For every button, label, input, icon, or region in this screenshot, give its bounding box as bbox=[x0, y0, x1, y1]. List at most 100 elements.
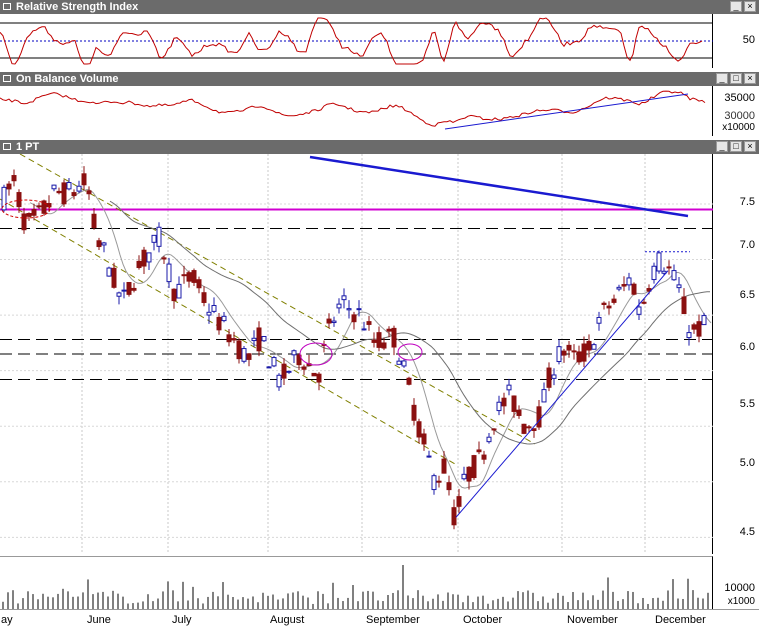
candle-body bbox=[376, 332, 382, 348]
x-axis bbox=[0, 609, 759, 629]
candle-body bbox=[26, 213, 32, 217]
candle-body bbox=[11, 175, 17, 182]
obv-maximize-button[interactable]: □ bbox=[730, 73, 742, 84]
candle-body bbox=[526, 426, 532, 429]
candle-body bbox=[231, 338, 237, 341]
obv-title: On Balance Volume bbox=[16, 73, 119, 85]
rsi-y-axis: 50 bbox=[713, 14, 759, 68]
candle-body bbox=[356, 308, 362, 311]
candle-body bbox=[66, 182, 72, 190]
candle-body bbox=[506, 384, 512, 391]
candle-body bbox=[611, 298, 617, 303]
candle-body bbox=[121, 289, 127, 292]
uptrend-line bbox=[455, 270, 669, 518]
candle-body bbox=[586, 340, 592, 351]
price-plot[interactable] bbox=[0, 154, 713, 554]
rsi-title: Relative Strength Index bbox=[16, 1, 139, 13]
rsi-panel-title[interactable]: Relative Strength Index _ × bbox=[0, 0, 759, 14]
obv-y-axis: 35000 30000 x10000 bbox=[713, 86, 759, 136]
candle-body bbox=[701, 315, 707, 326]
candle-body bbox=[246, 353, 252, 360]
candle-body bbox=[671, 270, 677, 281]
month-label-december: December bbox=[655, 614, 706, 626]
highlight-ellipse bbox=[1, 199, 51, 219]
obv-close-button[interactable]: × bbox=[744, 73, 756, 84]
obv-trendline bbox=[444, 93, 689, 130]
month-label-august: August bbox=[270, 614, 305, 626]
candle-body bbox=[266, 366, 272, 369]
candle-body bbox=[331, 320, 337, 324]
rsi-close-button[interactable]: × bbox=[744, 1, 756, 12]
candle-body bbox=[41, 200, 47, 214]
candle-body bbox=[186, 272, 192, 282]
candle-body bbox=[136, 260, 142, 269]
price-ylabel-4.5: 4.5 bbox=[739, 526, 755, 538]
price-maximize-button[interactable]: □ bbox=[730, 141, 742, 152]
price-title: 1 PT bbox=[16, 141, 40, 153]
month-label-june: June bbox=[87, 614, 111, 626]
candle-body bbox=[556, 346, 562, 363]
candle-body bbox=[326, 318, 332, 324]
candle-body bbox=[636, 306, 642, 315]
candle-body bbox=[316, 373, 322, 383]
obv-scale-label: x10000 bbox=[722, 122, 755, 133]
obv-chart bbox=[0, 90, 706, 130]
candle-body bbox=[161, 257, 167, 260]
candle-body bbox=[396, 360, 402, 365]
candle-body bbox=[31, 209, 37, 216]
price-panel-title[interactable]: 1 PT _ □ × bbox=[0, 140, 759, 154]
candle-body bbox=[1, 186, 7, 211]
candle-body bbox=[351, 314, 357, 323]
candle-body bbox=[446, 482, 452, 491]
candle-body bbox=[111, 267, 117, 288]
volume-ylabel-10000: 10000 bbox=[724, 582, 755, 594]
candle-body bbox=[656, 252, 662, 272]
price-minimize-button[interactable]: _ bbox=[716, 141, 728, 152]
obv-line bbox=[0, 90, 706, 127]
price-close-button[interactable]: × bbox=[744, 141, 756, 152]
candle-body bbox=[691, 324, 697, 330]
candle-body bbox=[201, 292, 207, 303]
candle-body bbox=[471, 455, 477, 479]
candle-body bbox=[21, 213, 27, 231]
price-chart bbox=[0, 154, 713, 554]
obv-plot[interactable] bbox=[0, 86, 713, 136]
panel-icon bbox=[3, 3, 11, 10]
moving-average-short bbox=[29, 188, 712, 489]
candle-body bbox=[336, 303, 342, 309]
candle-body bbox=[511, 395, 517, 412]
candle-body bbox=[51, 184, 57, 190]
candle-body bbox=[176, 283, 182, 299]
candle-body bbox=[621, 284, 627, 287]
candle-body bbox=[681, 296, 687, 315]
candle-body bbox=[151, 234, 157, 243]
price-y-axis: 7.5 7.0 6.5 6.0 5.5 5.0 4.5 bbox=[713, 154, 759, 554]
panel-icon bbox=[3, 75, 11, 82]
candle-body bbox=[601, 302, 607, 305]
candle-body bbox=[341, 295, 347, 301]
candle-body bbox=[581, 343, 587, 362]
candle-body bbox=[546, 367, 552, 388]
candle-body bbox=[236, 340, 242, 360]
candle-body bbox=[501, 397, 507, 407]
candle-body bbox=[296, 354, 302, 366]
obv-panel-title[interactable]: On Balance Volume _ □ × bbox=[0, 72, 759, 86]
candle-body bbox=[536, 406, 542, 428]
candle-body bbox=[241, 348, 247, 362]
candle-body bbox=[156, 226, 162, 247]
candle-body bbox=[221, 315, 227, 322]
candle-body bbox=[226, 334, 232, 343]
rsi-minimize-button[interactable]: _ bbox=[730, 1, 742, 12]
candle-body bbox=[521, 423, 527, 434]
candle-body bbox=[431, 475, 437, 491]
candle-body bbox=[366, 321, 372, 325]
obv-minimize-button[interactable]: _ bbox=[716, 73, 728, 84]
volume-scale-label: x1000 bbox=[727, 596, 755, 607]
volume-plot[interactable] bbox=[0, 556, 713, 610]
rsi-ylabel-50: 50 bbox=[742, 34, 755, 46]
candle-body bbox=[451, 507, 457, 526]
rsi-plot[interactable] bbox=[0, 14, 713, 68]
price-ylabel-7.5: 7.5 bbox=[739, 196, 755, 208]
candle-body bbox=[166, 263, 172, 283]
channel-lower-line bbox=[0, 198, 456, 465]
